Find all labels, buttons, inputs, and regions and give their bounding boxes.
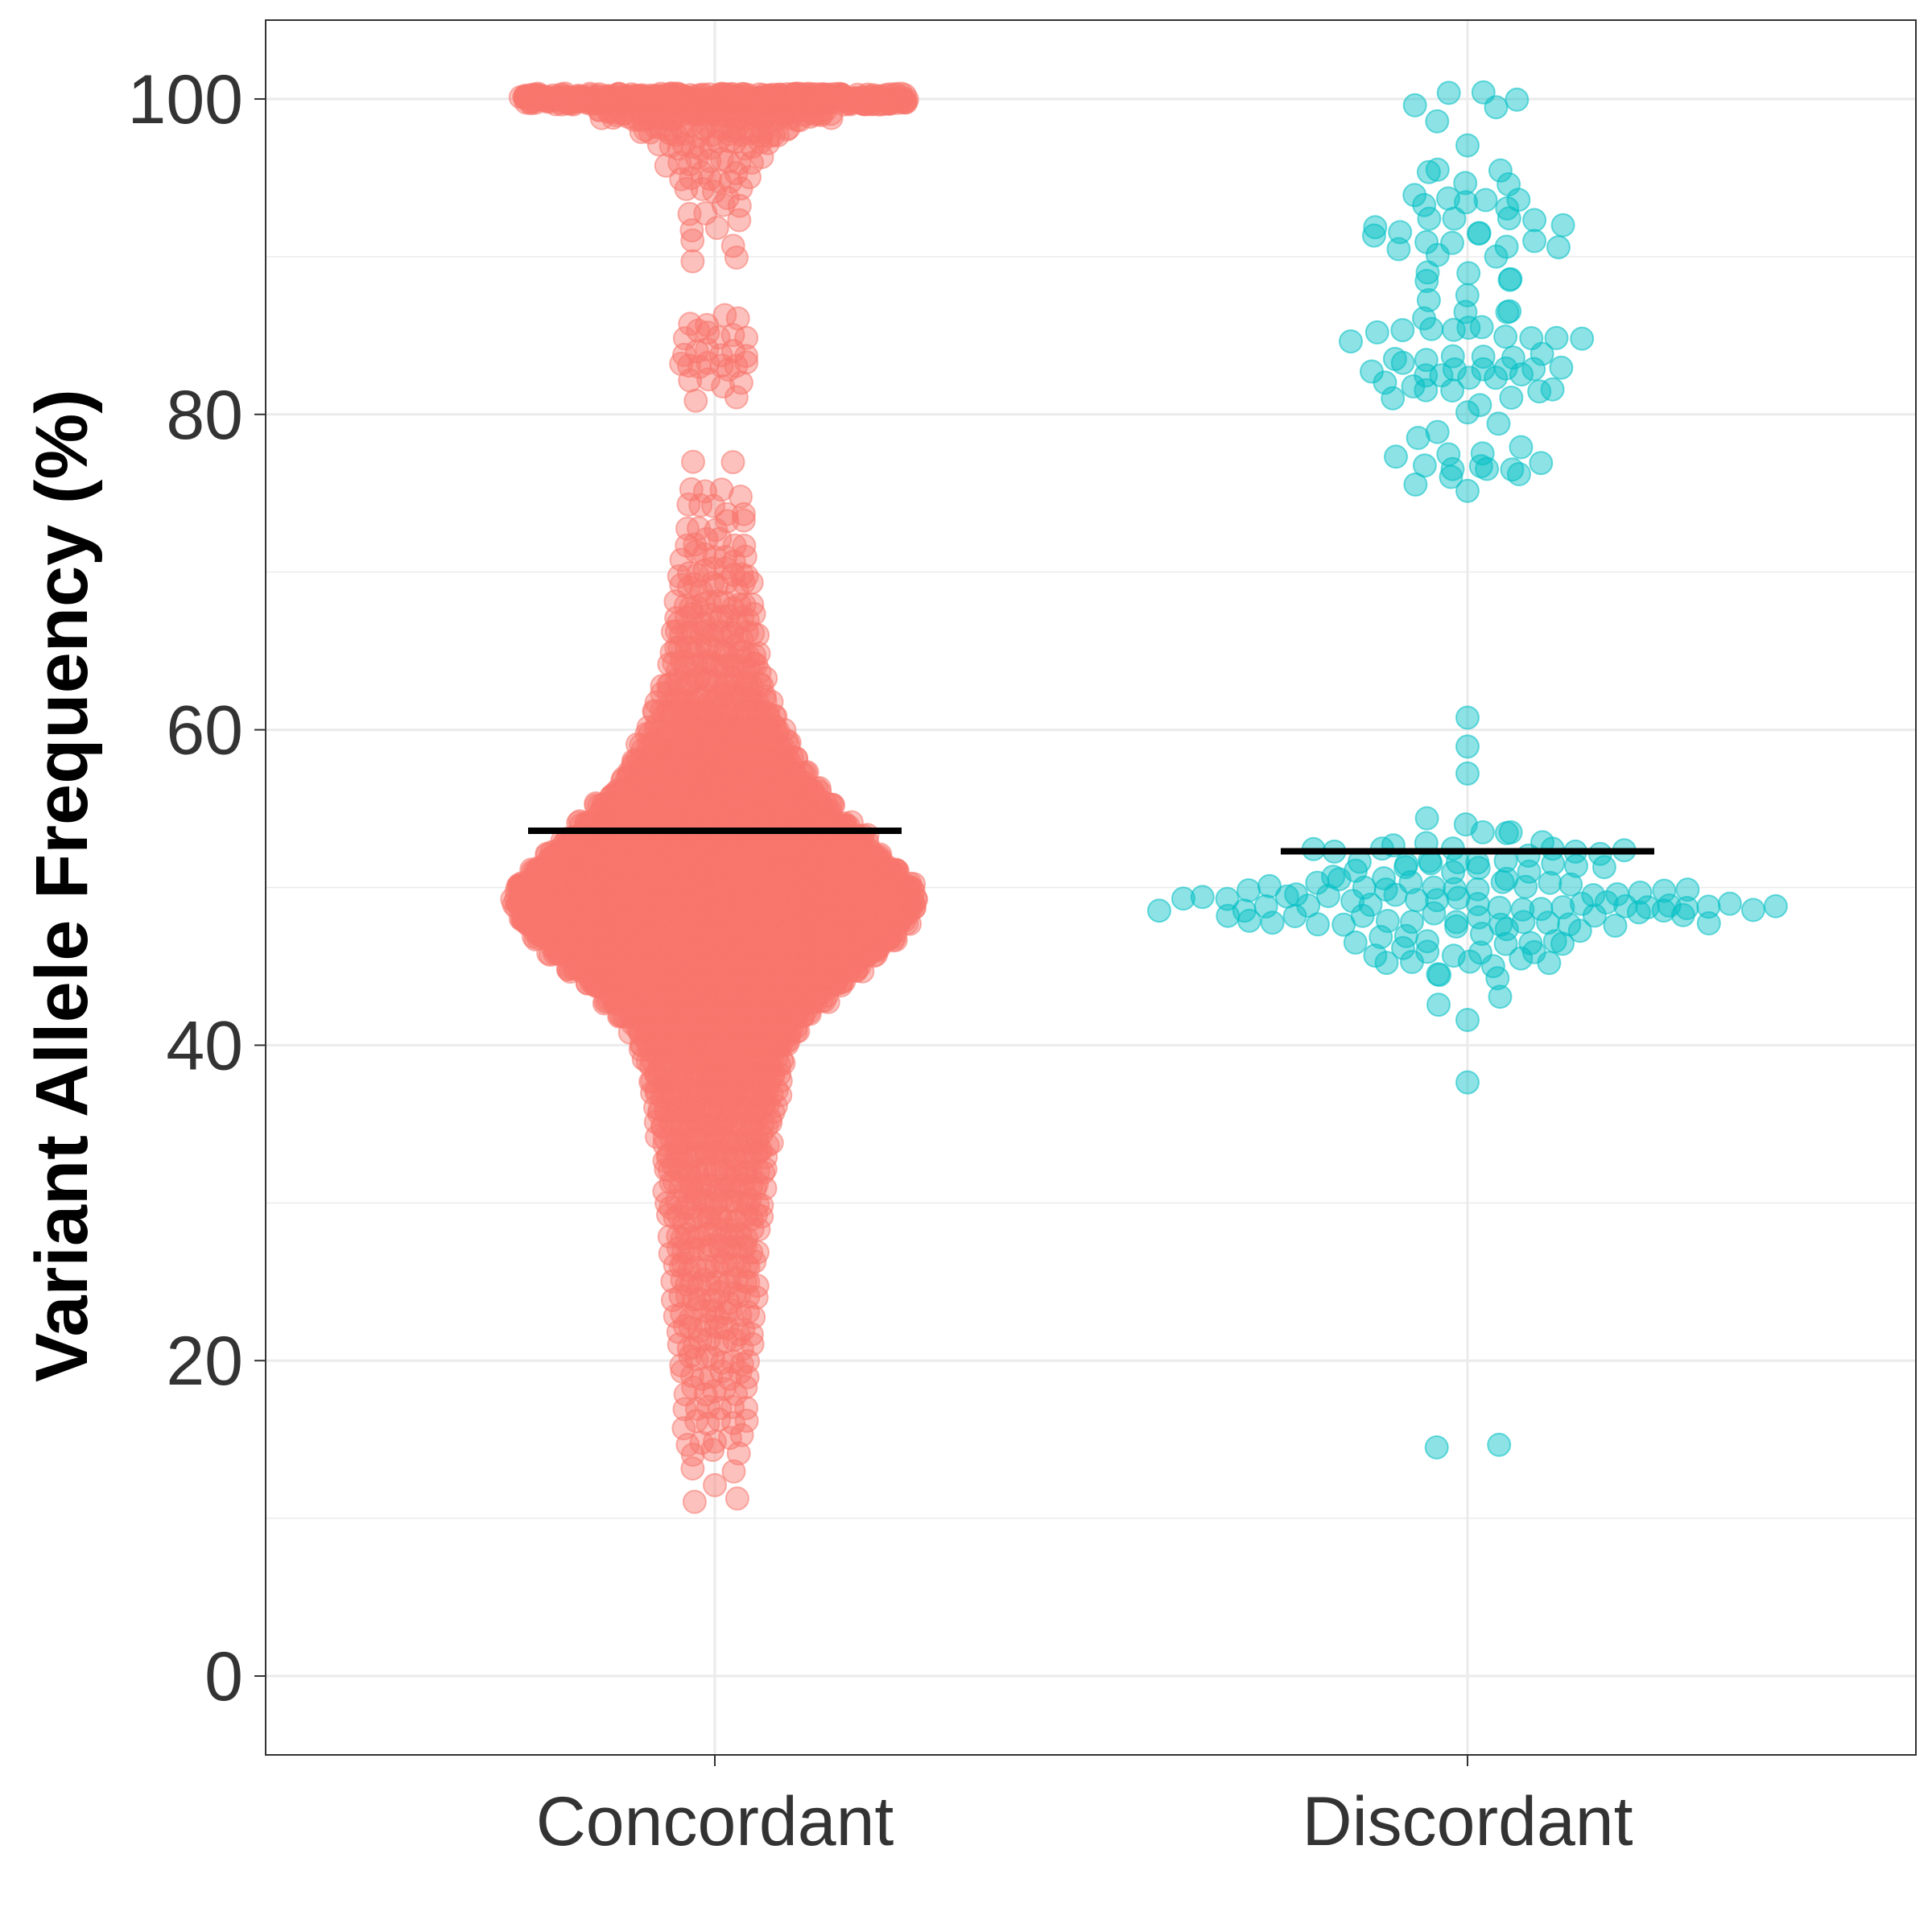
data-point: [894, 87, 919, 112]
data-point: [695, 336, 720, 361]
data-point: [756, 130, 780, 155]
data-point: [680, 249, 705, 274]
data-point: [700, 571, 725, 596]
data-point: [724, 161, 749, 186]
data-point: [697, 148, 722, 173]
data-point: [677, 561, 701, 586]
data-point: [749, 145, 774, 169]
data-point: [720, 450, 745, 475]
data-point: [724, 246, 749, 270]
data-point: [681, 449, 705, 474]
data-point: [708, 526, 733, 551]
data-point: [729, 370, 753, 395]
data-point: [729, 176, 753, 201]
data-point: [680, 228, 705, 253]
data-point: [629, 119, 654, 144]
data-point: [745, 623, 770, 647]
data-point: [734, 350, 759, 375]
grid-lines: [266, 20, 1916, 1755]
data-point: [696, 367, 721, 392]
data-point: [733, 544, 758, 569]
data-point: [740, 592, 765, 617]
data-point: [715, 186, 740, 210]
data-point: [679, 218, 704, 243]
data-point: [724, 385, 749, 410]
data-point: [704, 216, 729, 241]
data-point: [867, 934, 892, 959]
data-point: [702, 180, 726, 204]
data-point: [731, 508, 756, 533]
data-point: [727, 208, 752, 233]
data-point: [774, 117, 799, 142]
data-point: [729, 485, 753, 509]
data-point: [819, 101, 843, 126]
data-points: [500, 80, 1788, 1514]
series-concordant: [500, 81, 928, 1514]
data-point: [734, 344, 758, 369]
data-point: [739, 570, 764, 595]
data-point: [776, 115, 801, 140]
data-point: [683, 388, 708, 413]
data-point: [701, 493, 726, 518]
data-point: [683, 532, 708, 557]
